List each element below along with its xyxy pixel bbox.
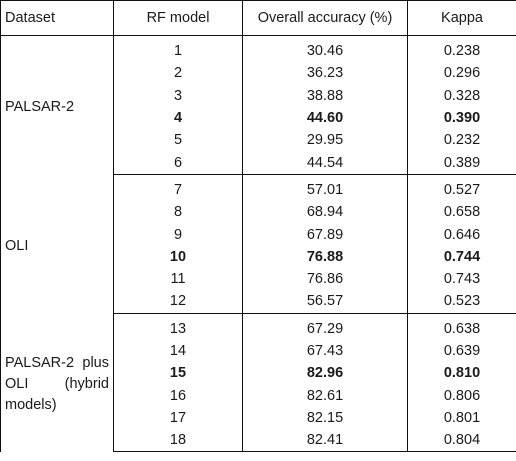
rf-model-cell: 10 [113,245,243,268]
dataset-label: PALSAR-2 [5,99,75,116]
rf-model-cell: 7 [113,174,243,202]
overall-accuracy-cell: 30.46 [242,35,408,63]
header-rf-model: RF model [113,0,243,36]
table-row: 12 56.57 0.523 [1,290,516,314]
kappa-cell: 0.389 [407,151,516,175]
table-row: 6 44.54 0.389 [1,151,516,175]
rf-model-cell: 16 [113,384,243,407]
rf-model-cell: 12 [113,290,243,314]
kappa-cell: 0.639 [407,339,516,363]
overall-accuracy-cell: 82.96 [242,362,408,385]
overall-accuracy-cell: 38.88 [242,84,408,107]
table-row: 4 44.60 0.390 [1,106,516,130]
overall-accuracy-cell: 57.01 [242,174,408,202]
rf-model-cell: 18 [113,429,243,453]
overall-accuracy-cell: 36.23 [242,62,408,85]
table-row: 18 82.41 0.804 [1,429,516,453]
kappa-cell: 0.523 [407,290,516,314]
kappa-cell: 0.296 [407,62,516,85]
kappa-cell: 0.238 [407,35,516,63]
dataset-label: OLI [5,237,29,254]
overall-accuracy-cell: 76.88 [242,245,408,268]
overall-accuracy-cell: 68.94 [242,201,408,224]
dataset-cell: OLI [0,174,114,314]
rf-model-cell: 3 [113,84,243,107]
table-row: 14 67.43 0.639 [1,339,516,363]
header-overall-accuracy: Overall accuracy (%) [242,0,408,36]
table-row: 17 82.15 0.801 [1,406,516,430]
header-row: Dataset RF model Overall accuracy (%) Ka… [0,0,516,36]
header-kappa: Kappa [407,0,516,36]
overall-accuracy-cell: 56.57 [242,290,408,314]
rf-model-cell: 4 [113,106,243,130]
overall-accuracy-cell: 67.43 [242,339,408,363]
rf-model-cell: 11 [113,267,243,291]
rf-model-cell: 2 [113,62,243,85]
table-row: 16 82.61 0.806 [1,384,516,407]
overall-accuracy-cell: 82.41 [242,429,408,453]
kappa-cell: 0.232 [407,129,516,152]
rf-model-cell: 14 [113,339,243,363]
kappa-cell: 0.328 [407,84,516,107]
rf-model-cell: 5 [113,129,243,152]
dataset-cell: PALSAR-2 plus OLI (hybrid models) [0,313,114,452]
table-row: 2 36.23 0.296 [1,62,516,85]
header-dataset: Dataset [0,0,114,36]
overall-accuracy-cell: 82.61 [242,384,408,407]
rf-model-cell: 8 [113,201,243,224]
table-row: 15 82.96 0.810 [1,362,516,385]
dataset-cell: PALSAR-2 [0,35,114,175]
overall-accuracy-cell: 44.60 [242,106,408,130]
table-row: 10 76.88 0.744 [1,245,516,268]
table-row: OLI 7 57.01 0.527 [0,174,516,314]
rf-model-cell: 13 [113,313,243,340]
kappa-cell: 0.527 [407,174,516,202]
table-row: PALSAR-2 plus OLI (hybrid models) 13 67.29… [0,313,516,452]
kappa-cell: 0.806 [407,384,516,407]
table-row: 8 68.94 0.658 [1,201,516,224]
overall-accuracy-cell: 44.54 [242,151,408,175]
overall-accuracy-cell: 76.86 [242,267,408,291]
kappa-cell: 0.801 [407,406,516,430]
rf-model-cell: 9 [113,223,243,246]
kappa-cell: 0.638 [407,313,516,340]
overall-accuracy-cell: 67.29 [242,313,408,340]
table-row: 9 67.89 0.646 [1,223,516,246]
rf-model-cell: 6 [113,151,243,175]
table-row: PALSAR-2 1 30.46 0.238 [0,35,516,175]
rf-model-cell: 1 [113,35,243,63]
table-row: 5 29.95 0.232 [1,129,516,152]
kappa-cell: 0.810 [407,362,516,385]
overall-accuracy-cell: 67.89 [242,223,408,246]
rf-model-cell: 15 [113,362,243,385]
kappa-cell: 0.658 [407,201,516,224]
rf-model-cell: 17 [113,406,243,430]
kappa-cell: 0.743 [407,267,516,291]
table-body: PALSAR-2 1 30.46 0.238 2 36.23 0.296 3 38.88 0.32… [0,35,516,453]
kappa-cell: 0.744 [407,245,516,268]
kappa-cell: 0.804 [407,429,516,453]
table-row: 11 76.86 0.743 [1,267,516,291]
kappa-cell: 0.646 [407,223,516,246]
dataset-label: PALSAR-2 plus OLI (hybrid models) [5,354,109,413]
overall-accuracy-cell: 29.95 [242,129,408,152]
kappa-cell: 0.390 [407,106,516,130]
table-row: 3 38.88 0.328 [1,84,516,107]
overall-accuracy-cell: 82.15 [242,406,408,430]
